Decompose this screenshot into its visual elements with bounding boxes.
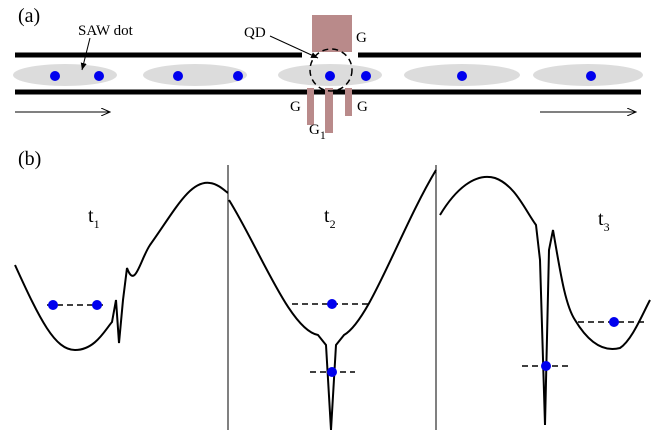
panel-label: (b) — [18, 148, 41, 170]
gate-label: G — [356, 30, 367, 46]
qd-label: QD — [244, 25, 266, 41]
saw-dot-label: SAW dot — [78, 23, 134, 39]
levels — [47, 304, 648, 372]
gate — [312, 15, 352, 52]
time-label: t1 — [88, 205, 100, 231]
gate-label: G1 — [309, 122, 326, 142]
time-label: t2 — [324, 205, 336, 231]
figure: (a) SAW dot QD G G G G1 (b) — [0, 0, 653, 433]
panel-label: (a) — [18, 5, 40, 27]
gate-label: G — [357, 99, 368, 115]
gate-label: G — [290, 99, 301, 115]
time-label: t3 — [598, 208, 610, 234]
